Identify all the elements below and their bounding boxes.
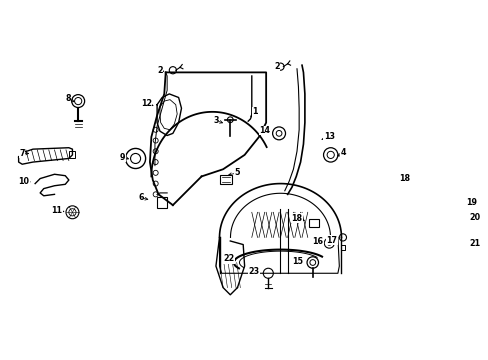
Text: 11: 11 [51,206,62,215]
Text: 6: 6 [138,193,144,202]
Bar [219,175,232,184]
Bar [416,180,427,188]
Text: 14: 14 [259,126,270,135]
Text: 19: 19 [466,198,477,207]
Text: 4: 4 [340,148,346,157]
Text: 13: 13 [323,132,334,141]
Text: 18: 18 [398,174,409,183]
Text: 8: 8 [65,94,71,103]
Text: 1: 1 [252,107,258,116]
Text: 7: 7 [20,149,25,158]
Text: 5: 5 [234,168,240,177]
Text: 22: 22 [223,255,234,264]
Text: 16: 16 [312,237,323,246]
Text: 2: 2 [157,66,163,75]
Text: 18: 18 [291,213,302,222]
Text: 2: 2 [274,62,279,71]
Text: 21: 21 [468,239,480,248]
Text: 15: 15 [292,257,303,266]
Text: 10: 10 [18,177,29,186]
Bar [69,151,75,158]
Text: 20: 20 [468,213,480,222]
Text: 23: 23 [248,267,259,276]
Text: 12: 12 [141,99,152,108]
Text: 17: 17 [326,236,337,245]
Bar [157,197,167,208]
Bar [308,220,319,227]
Text: 3: 3 [213,116,218,125]
Text: 9: 9 [120,153,125,162]
